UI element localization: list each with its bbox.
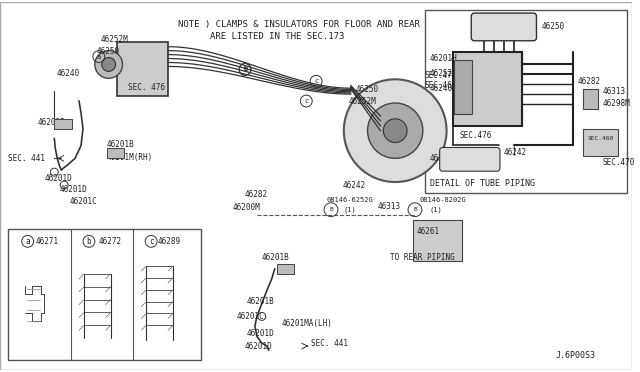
Bar	[583, 129, 618, 156]
Bar	[276, 264, 294, 274]
FancyBboxPatch shape	[440, 147, 500, 171]
Bar	[452, 52, 522, 126]
Text: B: B	[329, 207, 333, 212]
Text: 46201B: 46201B	[247, 297, 275, 306]
Text: c: c	[314, 78, 318, 84]
Text: SEC.460: SEC.460	[588, 136, 614, 141]
Text: 46250: 46250	[541, 22, 564, 31]
Text: SEC. 476: SEC. 476	[129, 83, 166, 92]
Text: 46201MA: 46201MA	[430, 154, 462, 163]
Text: 46201M(RH): 46201M(RH)	[107, 153, 153, 162]
Text: b: b	[243, 67, 247, 73]
Text: 46201H: 46201H	[430, 54, 458, 63]
Text: 46261: 46261	[417, 227, 440, 236]
Text: 46201D: 46201D	[247, 329, 275, 338]
Text: SEC. 441: SEC. 441	[8, 154, 45, 163]
Text: 46201D: 46201D	[60, 186, 87, 195]
Text: J.6P00S3: J.6P00S3	[556, 351, 595, 360]
Text: DETAIL OF TUBE PIPING: DETAIL OF TUBE PIPING	[430, 179, 535, 188]
Text: 46250: 46250	[97, 47, 120, 56]
Text: 46240: 46240	[56, 69, 79, 78]
Text: b: b	[243, 67, 247, 73]
Text: 46200M: 46200M	[232, 203, 260, 212]
Text: 46201D: 46201D	[245, 341, 273, 350]
Text: B: B	[413, 207, 417, 212]
Circle shape	[344, 79, 447, 182]
Text: 46282: 46282	[578, 77, 601, 86]
Text: c: c	[304, 98, 308, 104]
Text: 46313: 46313	[378, 202, 401, 211]
Bar	[454, 60, 472, 114]
Circle shape	[383, 119, 407, 142]
Text: 46201B: 46201B	[262, 253, 289, 262]
Text: 46298M: 46298M	[603, 99, 630, 108]
Text: b: b	[86, 237, 92, 246]
Text: a: a	[26, 237, 30, 246]
Text: 46201B: 46201B	[107, 140, 134, 149]
Text: 46252M: 46252M	[430, 69, 458, 78]
Bar	[583, 89, 598, 109]
Text: (1): (1)	[344, 206, 356, 213]
Bar	[8, 230, 200, 360]
Circle shape	[367, 103, 423, 158]
Text: SEC.470: SEC.470	[603, 158, 635, 167]
Text: TO REAR PIPING: TO REAR PIPING	[390, 253, 455, 262]
Circle shape	[102, 58, 116, 71]
Bar	[425, 10, 627, 193]
Text: 46272: 46272	[99, 237, 122, 246]
Text: 46201C: 46201C	[237, 312, 265, 321]
Text: 46282: 46282	[245, 190, 268, 199]
Text: 46313: 46313	[603, 87, 626, 96]
Text: 46242: 46242	[343, 180, 366, 189]
Text: 46271: 46271	[36, 237, 59, 246]
Text: 46252M: 46252M	[100, 35, 129, 44]
Text: SEC.476: SEC.476	[460, 131, 492, 140]
Text: (1): (1)	[430, 206, 442, 213]
Text: SEC.460: SEC.460	[425, 81, 457, 90]
Text: SEC.476: SEC.476	[425, 71, 457, 80]
Text: a: a	[97, 54, 101, 60]
Text: ARE LISTED IN THE SEC.173: ARE LISTED IN THE SEC.173	[211, 32, 345, 41]
Text: 08146-6252G: 08146-6252G	[326, 197, 372, 203]
Bar	[54, 119, 72, 129]
Text: 46201D: 46201D	[44, 174, 72, 183]
Text: c: c	[149, 237, 154, 246]
Bar	[116, 42, 168, 96]
Text: 46242: 46242	[504, 148, 527, 157]
Text: 46201MA(LH): 46201MA(LH)	[282, 319, 332, 328]
Circle shape	[95, 51, 122, 78]
Bar	[107, 148, 125, 158]
Bar	[413, 219, 462, 261]
Text: 08146-8202G: 08146-8202G	[420, 197, 467, 203]
FancyBboxPatch shape	[471, 13, 536, 41]
Text: 46250: 46250	[356, 85, 379, 94]
Text: NOTE ) CLAMPS & INSULATORS FOR FLOOR AND REAR: NOTE ) CLAMPS & INSULATORS FOR FLOOR AND…	[178, 20, 420, 29]
Text: 46240: 46240	[430, 84, 453, 93]
Text: 46252M: 46252M	[349, 96, 376, 106]
Text: 46289: 46289	[158, 237, 181, 246]
Text: SEC. 441: SEC. 441	[311, 339, 348, 347]
Text: 46201B: 46201B	[38, 118, 65, 127]
Text: 46201C: 46201C	[69, 197, 97, 206]
